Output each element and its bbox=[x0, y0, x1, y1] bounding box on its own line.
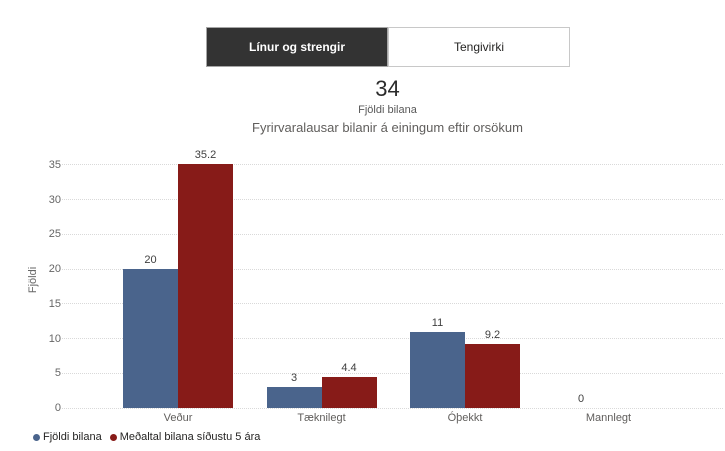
category-label: Veður bbox=[163, 412, 193, 424]
y-tick-label: 15 bbox=[48, 297, 61, 310]
y-tick-label: 25 bbox=[48, 228, 61, 241]
bar-value-label: 0 bbox=[577, 393, 585, 405]
y-tick-label: 0 bbox=[54, 402, 61, 414]
grid-line bbox=[62, 407, 723, 409]
bar-value-label: 20 bbox=[144, 254, 157, 267]
bar[interactable] bbox=[266, 387, 322, 408]
grid-line bbox=[62, 164, 723, 166]
grid-line bbox=[62, 338, 723, 340]
bar[interactable] bbox=[321, 377, 377, 408]
bar-value-label: 11 bbox=[431, 316, 444, 329]
grid-line bbox=[62, 268, 723, 270]
legend-item[interactable]: Fjöldi bilana bbox=[33, 431, 102, 443]
grid-line bbox=[62, 372, 723, 374]
y-tick-label: 10 bbox=[48, 332, 61, 345]
bar[interactable] bbox=[123, 269, 178, 408]
category-label: Mannlegt bbox=[585, 412, 632, 424]
legend-dot-icon bbox=[33, 433, 40, 441]
category-label: Óþekkt bbox=[447, 412, 483, 424]
view-toggle: Línur og strengir Tengivirki bbox=[206, 27, 570, 67]
legend-dot-icon bbox=[109, 433, 117, 441]
tab-tengivirki[interactable]: Tengivirki bbox=[388, 27, 570, 67]
bar[interactable] bbox=[465, 344, 520, 408]
chart-legend: Fjöldi bilana Meðaltal bilana síðustu 5 á… bbox=[33, 431, 260, 443]
y-tick-label: 35 bbox=[48, 158, 61, 171]
category-label: Tæknilegt bbox=[297, 412, 346, 424]
chart-title: Fyrirvaralausar bilanir á einingum eftir… bbox=[252, 120, 523, 135]
legend-item[interactable]: Meðaltal bilana síðustu 5 ára bbox=[109, 431, 261, 443]
legend-item-label: Fjöldi bilana bbox=[43, 431, 102, 443]
grid-line bbox=[62, 303, 723, 305]
legend-item-label: Meðaltal bilana síðustu 5 ára bbox=[119, 431, 261, 443]
kpi-block: 34 Fjöldi bilana Fyrirvaralausar bilanir… bbox=[60, 76, 715, 136]
grid-line bbox=[62, 199, 723, 201]
kpi-label: Fjöldi bilana bbox=[358, 104, 417, 116]
bar-value-label: 4.4 bbox=[341, 362, 357, 375]
tab-linur-og-strengir[interactable]: Línur og strengir bbox=[206, 27, 388, 67]
bar[interactable] bbox=[410, 331, 465, 408]
bar-value-label: 35.2 bbox=[194, 148, 217, 161]
y-tick-label: 5 bbox=[54, 367, 61, 380]
y-tick-label: 20 bbox=[48, 263, 61, 276]
bar[interactable] bbox=[178, 163, 233, 408]
y-tick-label: 30 bbox=[48, 193, 61, 206]
grid-line bbox=[62, 233, 723, 235]
bar-value-label: 9.2 bbox=[484, 329, 501, 342]
kpi-value: 34 bbox=[375, 76, 400, 101]
bar-value-label: 3 bbox=[290, 372, 298, 385]
